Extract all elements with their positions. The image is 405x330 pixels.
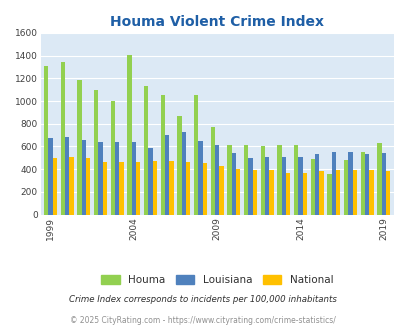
Bar [260,147,264,214]
Bar [235,169,240,214]
Bar [61,62,65,214]
Bar [81,140,86,214]
Bar [252,170,256,214]
Bar [127,54,131,214]
Bar [227,145,231,214]
Bar [202,163,207,215]
Bar [148,148,152,214]
Bar [144,86,148,214]
Bar [119,162,124,214]
Text: Crime Index corresponds to incidents per 100,000 inhabitants: Crime Index corresponds to incidents per… [69,295,336,304]
Bar [360,152,364,214]
Bar [248,158,252,215]
Bar [177,116,181,214]
Bar [381,153,385,215]
Bar [285,173,290,214]
Bar [231,153,235,215]
Bar [219,166,223,214]
Bar [210,127,215,214]
Title: Houma Violent Crime Index: Houma Violent Crime Index [110,15,324,29]
Bar [281,157,285,214]
Bar [376,143,381,214]
Bar [169,161,173,215]
Bar [53,158,57,214]
Bar [111,101,115,214]
Bar [86,158,90,215]
Bar [165,135,169,214]
Bar [69,157,74,214]
Bar [352,170,356,214]
Bar [198,141,202,214]
Bar [347,152,352,214]
Bar [77,80,81,214]
Bar [185,162,190,214]
Bar [364,154,369,214]
Bar [194,95,198,214]
Bar [343,160,347,214]
Bar [115,143,119,214]
Bar [181,132,185,214]
Bar [293,145,298,214]
Bar [48,139,53,214]
Bar [310,159,314,214]
Bar [319,171,323,214]
Bar [298,157,302,214]
Bar [94,90,98,214]
Bar [302,173,306,214]
Bar [65,137,69,214]
Bar [331,151,335,214]
Bar [102,162,107,214]
Bar [215,145,219,214]
Bar [326,174,331,214]
Bar [369,170,373,214]
Bar [98,143,102,214]
Bar [385,171,389,214]
Bar [243,145,248,214]
Text: © 2025 CityRating.com - https://www.cityrating.com/crime-statistics/: © 2025 CityRating.com - https://www.city… [70,316,335,325]
Bar [44,66,48,214]
Bar [152,161,157,214]
Bar [136,162,140,214]
Bar [160,95,165,214]
Bar [264,157,269,214]
Bar [277,145,281,214]
Bar [269,170,273,214]
Bar [131,142,136,214]
Bar [314,154,319,214]
Bar [335,170,339,214]
Legend: Houma, Louisiana, National: Houma, Louisiana, National [96,271,337,289]
